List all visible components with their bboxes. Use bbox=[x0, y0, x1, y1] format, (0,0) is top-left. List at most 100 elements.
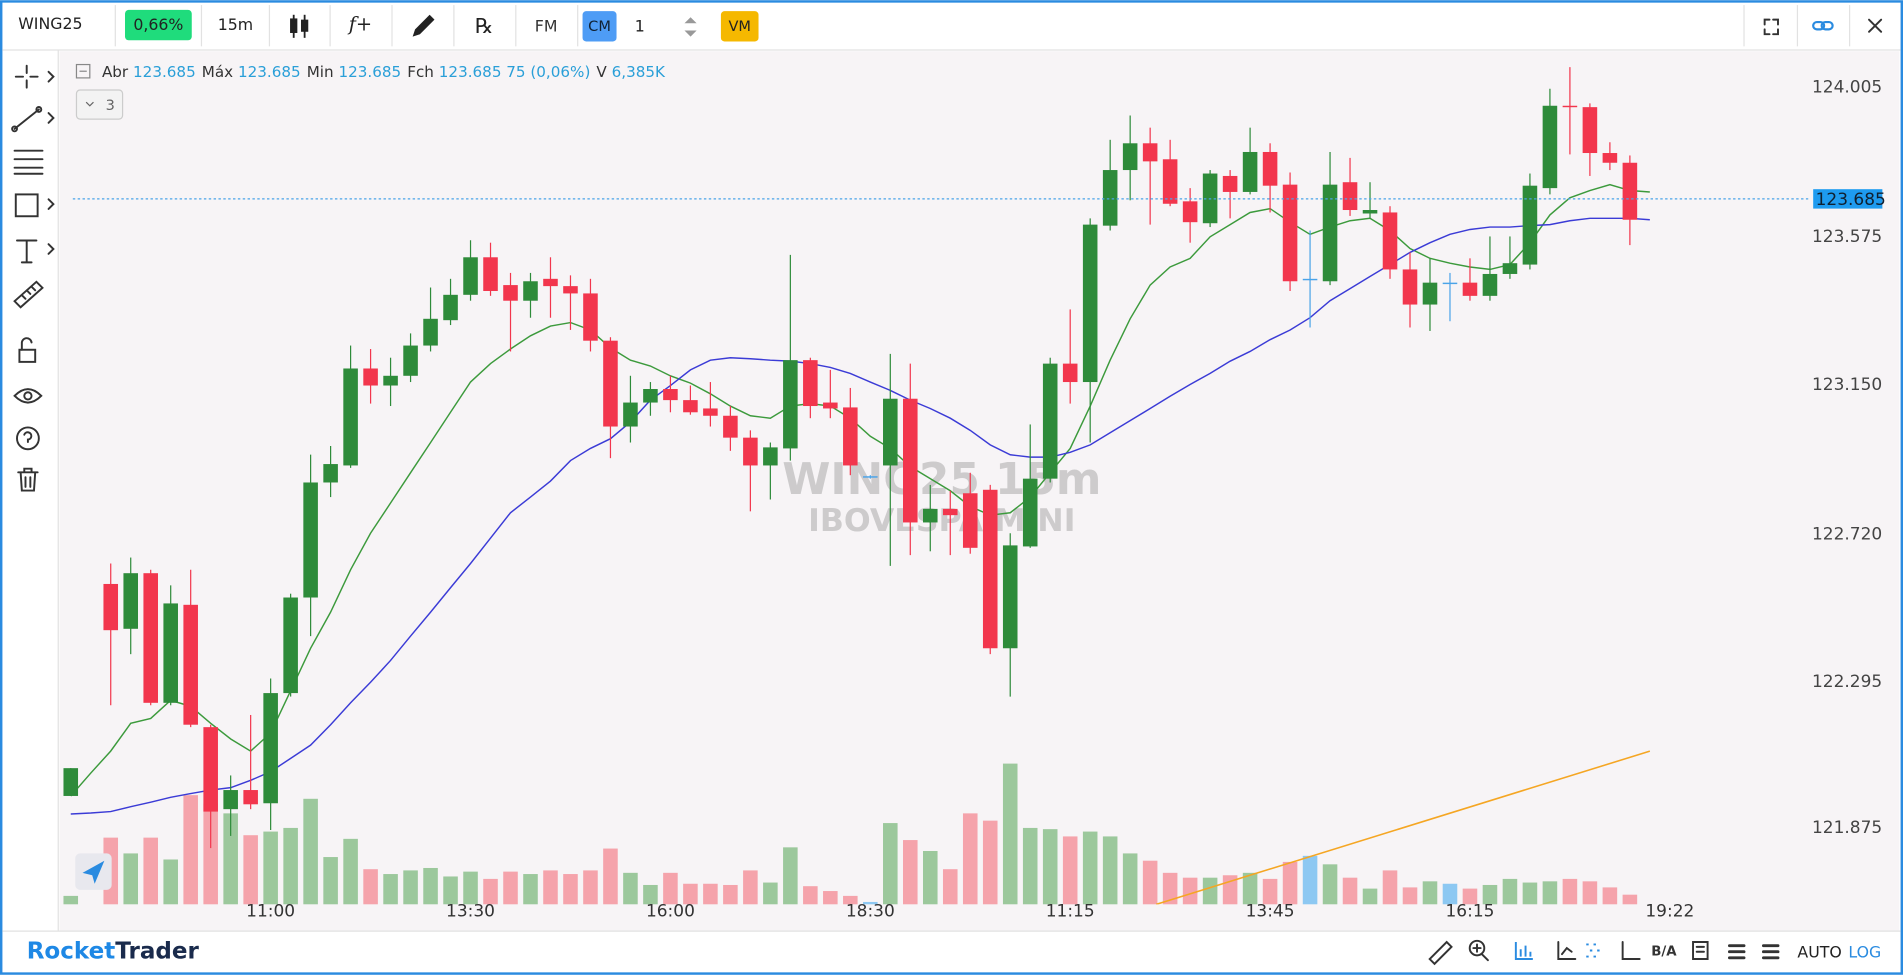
candle-body bbox=[743, 437, 758, 466]
rx-button[interactable]: ℞ bbox=[475, 14, 493, 38]
candle-body bbox=[423, 318, 438, 346]
timeframe[interactable]: 15m bbox=[218, 15, 253, 34]
candle-body bbox=[183, 604, 198, 725]
candle-body bbox=[243, 790, 258, 805]
volume-bar bbox=[523, 874, 538, 905]
last-price-label: 123.685 bbox=[1816, 190, 1886, 210]
volume-bar bbox=[1262, 878, 1278, 905]
legend-label: Fch bbox=[407, 62, 434, 80]
candle-body bbox=[1442, 282, 1458, 285]
footer-icons[interactable] bbox=[1428, 939, 1780, 966]
sidebar-tools[interactable] bbox=[11, 64, 55, 492]
volume-bar bbox=[922, 850, 938, 905]
volume-bar bbox=[843, 895, 858, 905]
volume-bar bbox=[763, 882, 778, 905]
auto-button[interactable]: AUTO bbox=[1797, 942, 1841, 961]
candle-body bbox=[103, 583, 119, 631]
volume-bar bbox=[263, 831, 278, 905]
x-tick-label: 11:00 bbox=[246, 902, 295, 922]
volume-bar bbox=[63, 895, 79, 905]
volume-bar bbox=[343, 838, 358, 905]
spinner[interactable] bbox=[684, 17, 697, 37]
candle-body bbox=[583, 293, 598, 341]
brand-trader: Trader bbox=[115, 938, 199, 964]
fm-button[interactable]: FM bbox=[535, 16, 558, 35]
legend-toggle[interactable] bbox=[75, 63, 91, 79]
candle-body bbox=[1602, 153, 1618, 163]
volume-bar bbox=[443, 876, 458, 905]
candle-body bbox=[982, 489, 998, 649]
volume-bar bbox=[363, 869, 378, 905]
volume-bar bbox=[543, 870, 558, 905]
candle-body bbox=[1242, 151, 1258, 192]
vm-button-bg bbox=[720, 11, 759, 42]
volume-bar bbox=[942, 869, 958, 905]
x-tick-label: 11:15 bbox=[1046, 902, 1095, 922]
volume-bar bbox=[1282, 861, 1298, 905]
volume-bar bbox=[1382, 870, 1398, 905]
volume-bar bbox=[1082, 831, 1098, 905]
y-tick-label: 122.720 bbox=[1812, 524, 1882, 544]
candle-body bbox=[823, 402, 838, 409]
quantity[interactable]: 1 bbox=[635, 16, 645, 35]
volume-bar bbox=[1122, 853, 1138, 905]
legend-value: 123.685 bbox=[238, 62, 301, 80]
y-tick-label: 123.150 bbox=[1812, 375, 1882, 395]
candle-body bbox=[503, 285, 518, 301]
candle-body bbox=[443, 294, 458, 321]
candle-body bbox=[323, 464, 338, 483]
legend-value: 123.685 bbox=[339, 62, 402, 80]
symbol[interactable]: WING25 bbox=[18, 14, 82, 33]
volume-bar bbox=[163, 859, 178, 905]
pencil-icon[interactable] bbox=[412, 14, 435, 37]
brand-rocket: Rocket bbox=[27, 938, 116, 964]
candle-body bbox=[1302, 278, 1318, 281]
volume-bar bbox=[1142, 860, 1158, 905]
volume-bar bbox=[683, 883, 698, 905]
link-icon[interactable] bbox=[1812, 20, 1834, 31]
fullscreen-icon[interactable] bbox=[1763, 18, 1779, 36]
candle-body bbox=[1002, 545, 1018, 649]
volume-bar bbox=[1302, 855, 1318, 905]
collapse-button[interactable] bbox=[75, 89, 124, 120]
candle-body bbox=[283, 597, 298, 694]
candle-body bbox=[1522, 185, 1538, 265]
volume-bar bbox=[483, 878, 498, 905]
candle-body bbox=[1542, 105, 1558, 189]
legend-label: V bbox=[596, 62, 607, 80]
candle-body bbox=[1182, 201, 1198, 223]
candle-body bbox=[123, 573, 139, 629]
log-button[interactable]: LOG bbox=[1848, 942, 1881, 961]
volume-bar bbox=[623, 872, 638, 905]
candle-body bbox=[803, 360, 818, 407]
ba-button[interactable]: B/A bbox=[1651, 945, 1677, 960]
volume-bar bbox=[1182, 877, 1198, 905]
x-tick-label: 18:30 bbox=[846, 902, 895, 922]
vm-button[interactable]: VM bbox=[728, 18, 751, 35]
indicator-button[interactable]: f+ bbox=[347, 13, 372, 36]
candle-body bbox=[303, 482, 318, 598]
x-tick-label: 16:00 bbox=[646, 902, 695, 922]
candle-body bbox=[1042, 363, 1058, 479]
x-tick-label: 13:45 bbox=[1246, 902, 1295, 922]
candle-body bbox=[703, 408, 718, 416]
candle-icon[interactable] bbox=[290, 14, 309, 38]
volume-bar bbox=[1482, 884, 1498, 905]
brand: RocketTrader bbox=[27, 938, 200, 964]
cm-button[interactable]: CM bbox=[588, 18, 611, 35]
volume-bar bbox=[1442, 883, 1458, 905]
candle-body bbox=[1122, 143, 1138, 171]
volume-bar bbox=[1102, 836, 1118, 905]
footer-active-icons[interactable] bbox=[1514, 942, 1600, 960]
x-tick-label: 19:22 bbox=[1645, 902, 1694, 922]
candle-body bbox=[1482, 273, 1498, 296]
legend: Abr 123.685 Máx 123.685 Min 123.685 Fch 123.685… bbox=[102, 62, 666, 80]
close-icon[interactable] bbox=[1868, 18, 1883, 33]
candle-body bbox=[143, 573, 158, 703]
volume-bar bbox=[643, 884, 658, 905]
volume-bar bbox=[1002, 763, 1018, 905]
candle-body bbox=[663, 388, 678, 401]
volume-bar bbox=[1502, 878, 1518, 905]
candle-body bbox=[1362, 210, 1378, 214]
